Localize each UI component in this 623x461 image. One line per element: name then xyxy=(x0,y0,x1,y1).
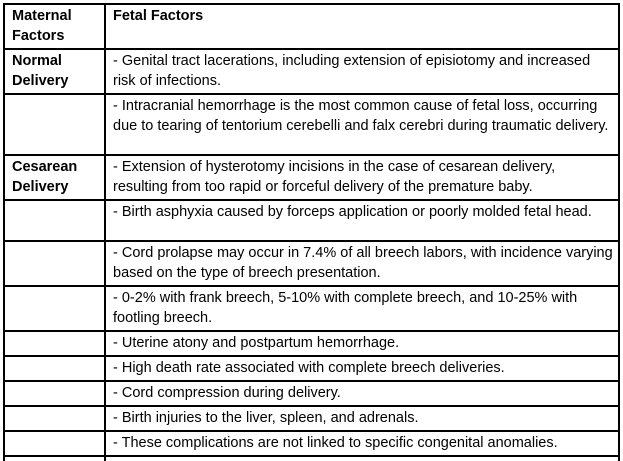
table-row: Note: - Fetal mortality from external ve… xyxy=(3,455,620,461)
maternal-cell xyxy=(3,199,106,242)
fetal-cell: - Birth asphyxia caused by forceps appli… xyxy=(104,199,620,242)
maternal-cell xyxy=(3,285,106,332)
fetal-cell: - Fetal mortality from external version … xyxy=(104,455,620,461)
maternal-fetal-factors-table: Maternal Factors Fetal Factors Normal De… xyxy=(3,3,620,461)
table-row: - Birth asphyxia caused by forceps appli… xyxy=(3,199,620,242)
table-row: - 0-2% with frank breech, 5-10% with com… xyxy=(3,285,620,332)
fetal-cell: - Intracranial hemorrhage is the most co… xyxy=(104,93,620,156)
table-header-row: Maternal Factors Fetal Factors xyxy=(3,3,620,50)
fetal-factors-header: Fetal Factors xyxy=(104,3,620,50)
fetal-cell: - Birth injuries to the liver, spleen, a… xyxy=(104,405,620,432)
fetal-cell: - Cord compression during delivery. xyxy=(104,380,620,407)
fetal-cell: - 0-2% with frank breech, 5-10% with com… xyxy=(104,285,620,332)
fetal-cell: - These complications are not linked to … xyxy=(104,430,620,457)
maternal-cell xyxy=(3,405,106,432)
table-row: - These complications are not linked to … xyxy=(3,430,620,457)
table-row: - High death rate associated with comple… xyxy=(3,355,620,382)
maternal-cell xyxy=(3,380,106,407)
fetal-cell: - Genital tract lacerations, including e… xyxy=(104,48,620,95)
maternal-cell xyxy=(3,430,106,457)
table-row: - Uterine atony and postpartum hemorrhag… xyxy=(3,330,620,357)
table-row: - Intracranial hemorrhage is the most co… xyxy=(3,93,620,156)
fetal-cell: - Uterine atony and postpartum hemorrhag… xyxy=(104,330,620,357)
fetal-cell: - Extension of hysterotomy incisions in … xyxy=(104,154,620,201)
maternal-cell xyxy=(3,355,106,382)
table-row: - Birth injuries to the liver, spleen, a… xyxy=(3,405,620,432)
maternal-cell: Normal Delivery xyxy=(3,48,106,95)
fetal-cell: - Cord prolapse may occur in 7.4% of all… xyxy=(104,240,620,287)
table-row: - Cord prolapse may occur in 7.4% of all… xyxy=(3,240,620,287)
maternal-cell xyxy=(3,93,106,156)
fetal-cell: - High death rate associated with comple… xyxy=(104,355,620,382)
table-row: Normal Delivery - Genital tract lacerati… xyxy=(3,48,620,95)
table-row: - Cord compression during delivery. xyxy=(3,380,620,407)
maternal-factors-header: Maternal Factors xyxy=(3,3,106,50)
maternal-cell xyxy=(3,330,106,357)
maternal-cell: Cesarean Delivery xyxy=(3,154,106,201)
maternal-cell: Note: xyxy=(3,455,106,461)
maternal-cell xyxy=(3,240,106,287)
table-row: Cesarean Delivery - Extension of hystero… xyxy=(3,154,620,201)
